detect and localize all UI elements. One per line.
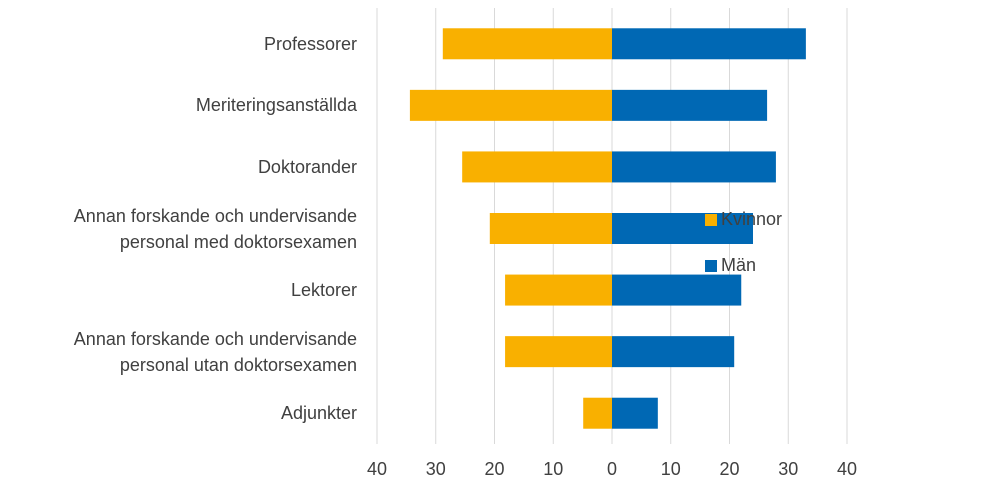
bar bbox=[583, 397, 612, 429]
bar bbox=[442, 28, 612, 60]
legend-label: Män bbox=[721, 255, 756, 275]
bar bbox=[505, 274, 612, 306]
category-label: Professorer bbox=[263, 33, 357, 54]
x-tick-label: 20 bbox=[484, 459, 504, 479]
category-label: Adjunkter bbox=[280, 403, 357, 424]
x-tick-label: 30 bbox=[778, 459, 798, 479]
category-label: Doktorander bbox=[257, 156, 357, 177]
legend-swatch bbox=[705, 214, 717, 226]
x-tick-label: 30 bbox=[426, 459, 446, 479]
legend-label: Kvinnor bbox=[721, 209, 782, 229]
bar bbox=[409, 89, 612, 121]
bar bbox=[612, 213, 753, 244]
x-tick-label: 10 bbox=[661, 459, 681, 479]
bar bbox=[505, 336, 612, 368]
category-label: Lektorer bbox=[290, 280, 357, 301]
bar bbox=[612, 397, 658, 429]
bar bbox=[462, 151, 612, 183]
category-label: Annan forskande och undervisande persona… bbox=[73, 328, 357, 375]
x-tick-label: 20 bbox=[719, 459, 739, 479]
x-tick-label: 40 bbox=[367, 459, 387, 479]
bar bbox=[612, 89, 768, 121]
x-tick-label: 10 bbox=[543, 459, 563, 479]
bar bbox=[612, 274, 742, 306]
bar bbox=[489, 213, 612, 244]
x-tick-label: 0 bbox=[607, 459, 617, 479]
legend-swatch bbox=[705, 260, 717, 272]
bar bbox=[612, 336, 735, 368]
category-label: Annan forskande och undervisande persona… bbox=[73, 205, 357, 252]
bar bbox=[612, 151, 776, 183]
bar bbox=[612, 28, 806, 60]
category-label: Meriteringsanställda bbox=[195, 95, 357, 116]
x-tick-label: 40 bbox=[837, 459, 857, 479]
